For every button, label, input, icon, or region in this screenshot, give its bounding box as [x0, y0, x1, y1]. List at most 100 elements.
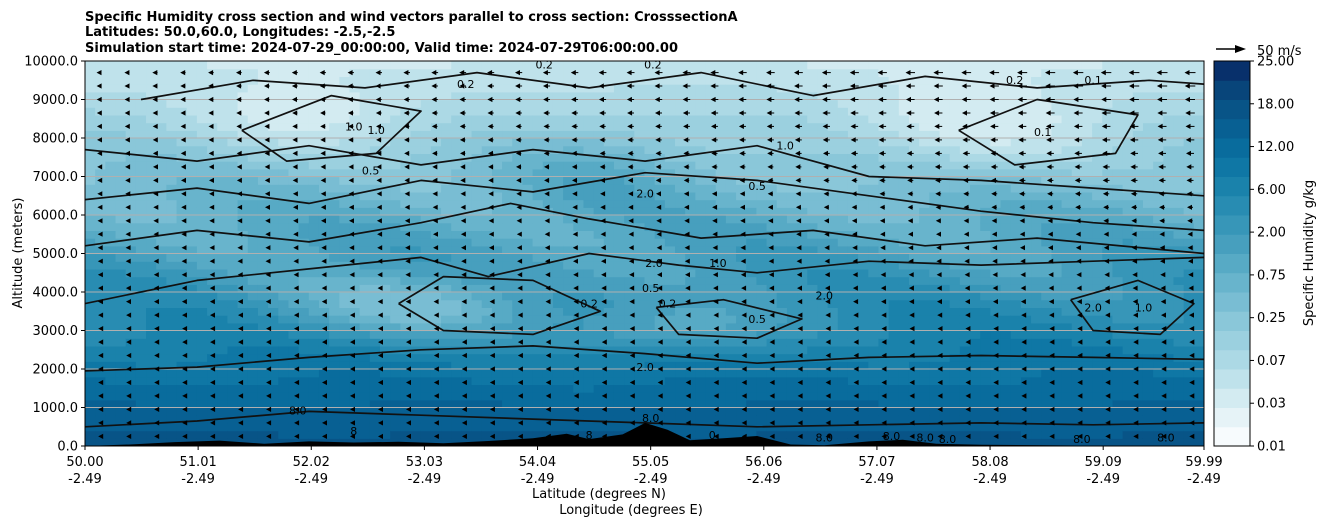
humidity-cell [837, 338, 849, 347]
humidity-cell [1020, 130, 1032, 139]
humidity-cell [278, 153, 290, 162]
humidity-cell [522, 130, 534, 139]
humidity-cell [471, 245, 483, 255]
humidity-cell [715, 245, 727, 255]
humidity-cell [390, 369, 401, 378]
humidity-cell [359, 399, 371, 409]
humidity-cell [502, 230, 513, 239]
humidity-cell [736, 276, 747, 285]
humidity-cell [573, 361, 585, 370]
humidity-cell [766, 353, 778, 362]
humidity-cell [766, 399, 778, 409]
humidity-cell [858, 261, 869, 270]
humidity-cell [1081, 122, 1093, 131]
humidity-cell [166, 114, 178, 124]
humidity-cell [654, 315, 666, 324]
humidity-cell [349, 361, 361, 370]
humidity-cell [695, 369, 707, 378]
humidity-cell [847, 199, 859, 208]
humidity-cell [95, 307, 106, 316]
humidity-cell [664, 99, 676, 108]
humidity-cell [491, 114, 503, 124]
humidity-cell [491, 268, 503, 278]
humidity-cell [888, 284, 900, 293]
humidity-cell [471, 284, 483, 293]
humidity-cell [115, 99, 127, 108]
humidity-cell [380, 222, 391, 231]
humidity-cell [166, 422, 178, 432]
humidity-cell [349, 253, 361, 262]
humidity-cell [603, 292, 615, 301]
humidity-cell [1000, 61, 1012, 70]
humidity-cell [573, 422, 585, 432]
humidity-cell [756, 345, 768, 355]
humidity-cell [949, 299, 961, 308]
humidity-cell [695, 253, 707, 262]
humidity-cell [725, 91, 737, 101]
humidity-cell [308, 207, 320, 216]
humidity-cell [746, 145, 757, 154]
humidity-cell [461, 122, 473, 131]
humidity-cell [196, 422, 208, 432]
humidity-cell [542, 99, 554, 108]
humidity-cell [715, 330, 727, 339]
humidity-cell [878, 153, 890, 162]
humidity-cell [613, 130, 625, 139]
humidity-cell [664, 114, 676, 124]
humidity-cell [196, 130, 208, 139]
humidity-cell [288, 215, 300, 224]
humidity-cell [949, 245, 961, 255]
humidity-cell [858, 315, 869, 324]
humidity-cell [980, 230, 991, 239]
humidity-cell [715, 176, 727, 185]
humidity-cell [563, 353, 574, 362]
humidity-cell [837, 130, 849, 139]
humidity-cell [1000, 338, 1012, 347]
humidity-cell [817, 230, 829, 239]
humidity-cell [125, 284, 137, 293]
humidity-cell [1071, 276, 1083, 285]
humidity-cell [1081, 168, 1093, 178]
humidity-cell [837, 199, 849, 208]
humidity-cell [441, 292, 452, 301]
humidity-cell [390, 284, 401, 293]
humidity-cell [603, 268, 615, 278]
humidity-cell [1000, 430, 1012, 439]
humidity-cell [898, 407, 910, 416]
humidity-cell [898, 176, 910, 185]
humidity-cell [217, 76, 229, 85]
humidity-cell [146, 191, 157, 201]
humidity-cell [207, 91, 218, 101]
humidity-cell [85, 238, 96, 247]
humidity-cell [1000, 261, 1012, 270]
humidity-cell [1010, 315, 1022, 324]
humidity-cell [430, 353, 442, 362]
humidity-cell [695, 345, 707, 355]
humidity-cell [695, 361, 707, 370]
humidity-cell [847, 284, 859, 293]
humidity-cell [502, 299, 513, 308]
humidity-cell [908, 199, 920, 208]
humidity-cell [919, 276, 930, 285]
humidity-cell [227, 91, 239, 101]
humidity-cell [359, 292, 371, 301]
humidity-cell [868, 76, 880, 85]
humidity-cell [156, 161, 167, 170]
humidity-cell [471, 199, 483, 208]
humidity-cell [664, 215, 676, 224]
humidity-cell [583, 191, 595, 201]
humidity-cell [410, 199, 422, 208]
humidity-cell [563, 176, 574, 185]
humidity-cell [257, 130, 269, 139]
humidity-cell [837, 376, 849, 385]
humidity-cell [349, 91, 361, 101]
humidity-cell [990, 307, 1002, 316]
humidity-cell [888, 361, 900, 370]
humidity-cell [237, 238, 249, 247]
humidity-cell [766, 253, 778, 262]
humidity-cell [298, 430, 310, 439]
humidity-cell [1071, 99, 1083, 108]
humidity-cell [146, 76, 157, 85]
humidity-cell [847, 99, 859, 108]
humidity-cell [1071, 184, 1083, 193]
